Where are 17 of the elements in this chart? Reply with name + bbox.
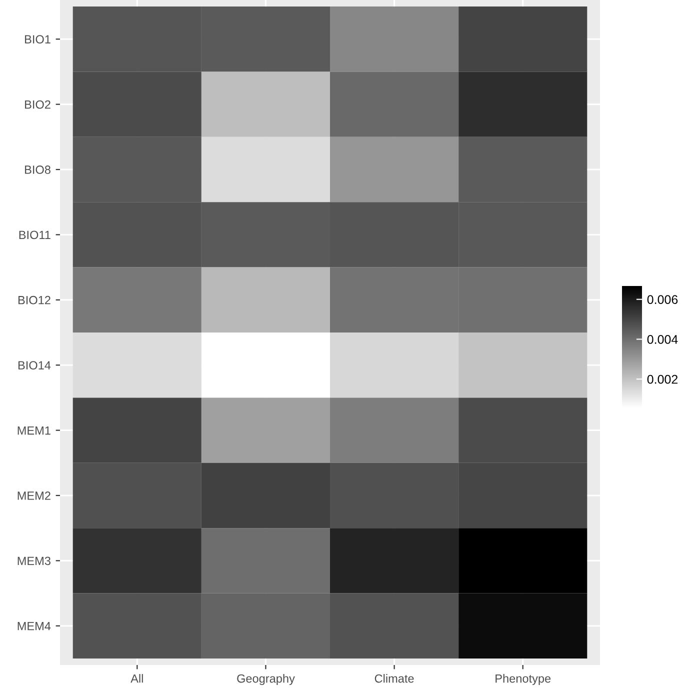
y-tick-label: BIO1 <box>25 35 50 44</box>
color-bar-label: 0.004 <box>647 335 678 344</box>
x-tick-label: Geography <box>237 674 295 686</box>
y-tick-label: MEM1 <box>18 426 50 435</box>
color-bar-label: 0.006 <box>647 295 678 304</box>
x-tick-label: Climate <box>374 674 414 683</box>
x-tick-label: All <box>130 674 143 683</box>
y-tick-label: MEM3 <box>18 556 50 566</box>
y-tick-label: BIO14 <box>18 361 51 370</box>
y-tick-label: BIO12 <box>18 296 50 304</box>
y-tick-label: MEM4 <box>18 622 51 630</box>
y-tick-label: MEM2 <box>18 492 50 500</box>
y-tick-label: BIO2 <box>25 100 50 109</box>
x-tick-label: Phenotype <box>496 674 551 686</box>
color-bar-label: 0.002 <box>647 374 678 384</box>
y-tick-label: BIO8 <box>25 166 50 174</box>
y-tick-label: BIO11 <box>19 230 50 240</box>
